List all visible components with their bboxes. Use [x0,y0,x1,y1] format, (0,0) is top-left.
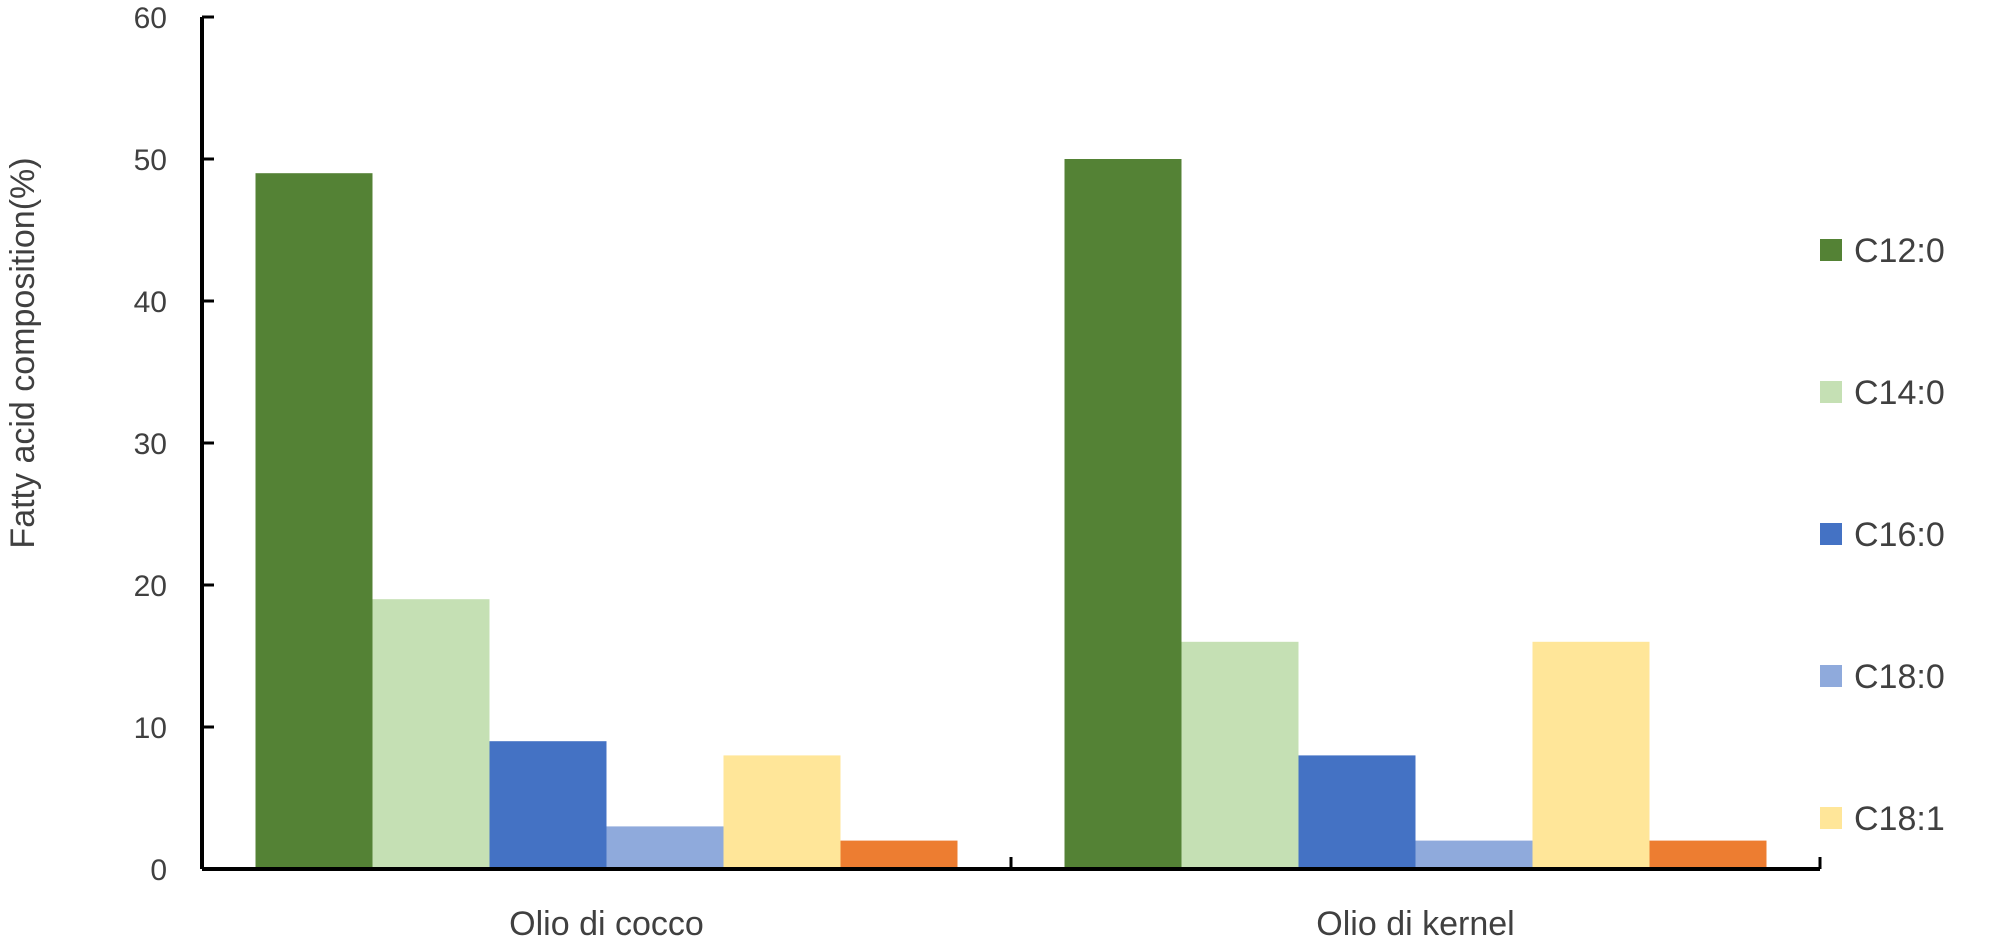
legend-item: C16:0 [1820,516,1945,554]
legend-item: C18:0 [1820,658,1945,696]
bar-C18-1-1 [723,755,841,869]
bar-C18-2-2 [1649,840,1767,869]
bars-layer [255,159,1767,869]
y-tick-label: 50 [134,144,167,177]
x-category-label: Olio di kernel [1316,905,1514,943]
bar-C16-0-1 [489,741,607,869]
legend-swatch [1820,665,1842,687]
legend-label: C12:0 [1854,232,1945,270]
bar-C14-0-2 [1181,641,1299,869]
bar-C18-0-2 [1415,840,1533,869]
y-tick-label: 60 [134,2,167,35]
bar-C16-0-2 [1298,755,1416,869]
bar-C12-0-1 [255,173,373,869]
bar-C12-0-2 [1064,159,1182,869]
legend-item: C18:1 [1820,800,1945,838]
y-tick-label: 40 [134,286,167,319]
bar-C14-0-1 [372,599,490,869]
legend-item: C14:0 [1820,374,1945,412]
x-category-labels: Olio di cocco Olio di kernel [509,905,1515,943]
y-tick-labels: 0 10 20 30 40 50 60 [134,2,167,887]
legend-swatch [1820,807,1842,829]
y-tick-label: 30 [134,428,167,461]
x-category-label: Olio di cocco [509,905,704,943]
legend-item: C12:0 [1820,232,1945,270]
legend-swatch [1820,523,1842,545]
legend-swatch [1820,239,1842,261]
legend-label: C14:0 [1854,374,1945,412]
legend-label: C18:0 [1854,658,1945,696]
y-tick-label: 10 [134,712,167,745]
y-axis-title: Fatty acid composition(%) [4,157,42,548]
y-tick-label: 20 [134,570,167,603]
bar-C18-1-2 [1532,641,1650,869]
axes-layer [200,15,1822,871]
legend-label: C18:1 [1854,800,1945,838]
legend-swatch [1820,381,1842,403]
legend-label: C16:0 [1854,516,1945,554]
y-tick-label: 0 [150,854,167,887]
bar-C18-0-1 [606,826,724,869]
bar-C18-2-1 [840,840,958,869]
